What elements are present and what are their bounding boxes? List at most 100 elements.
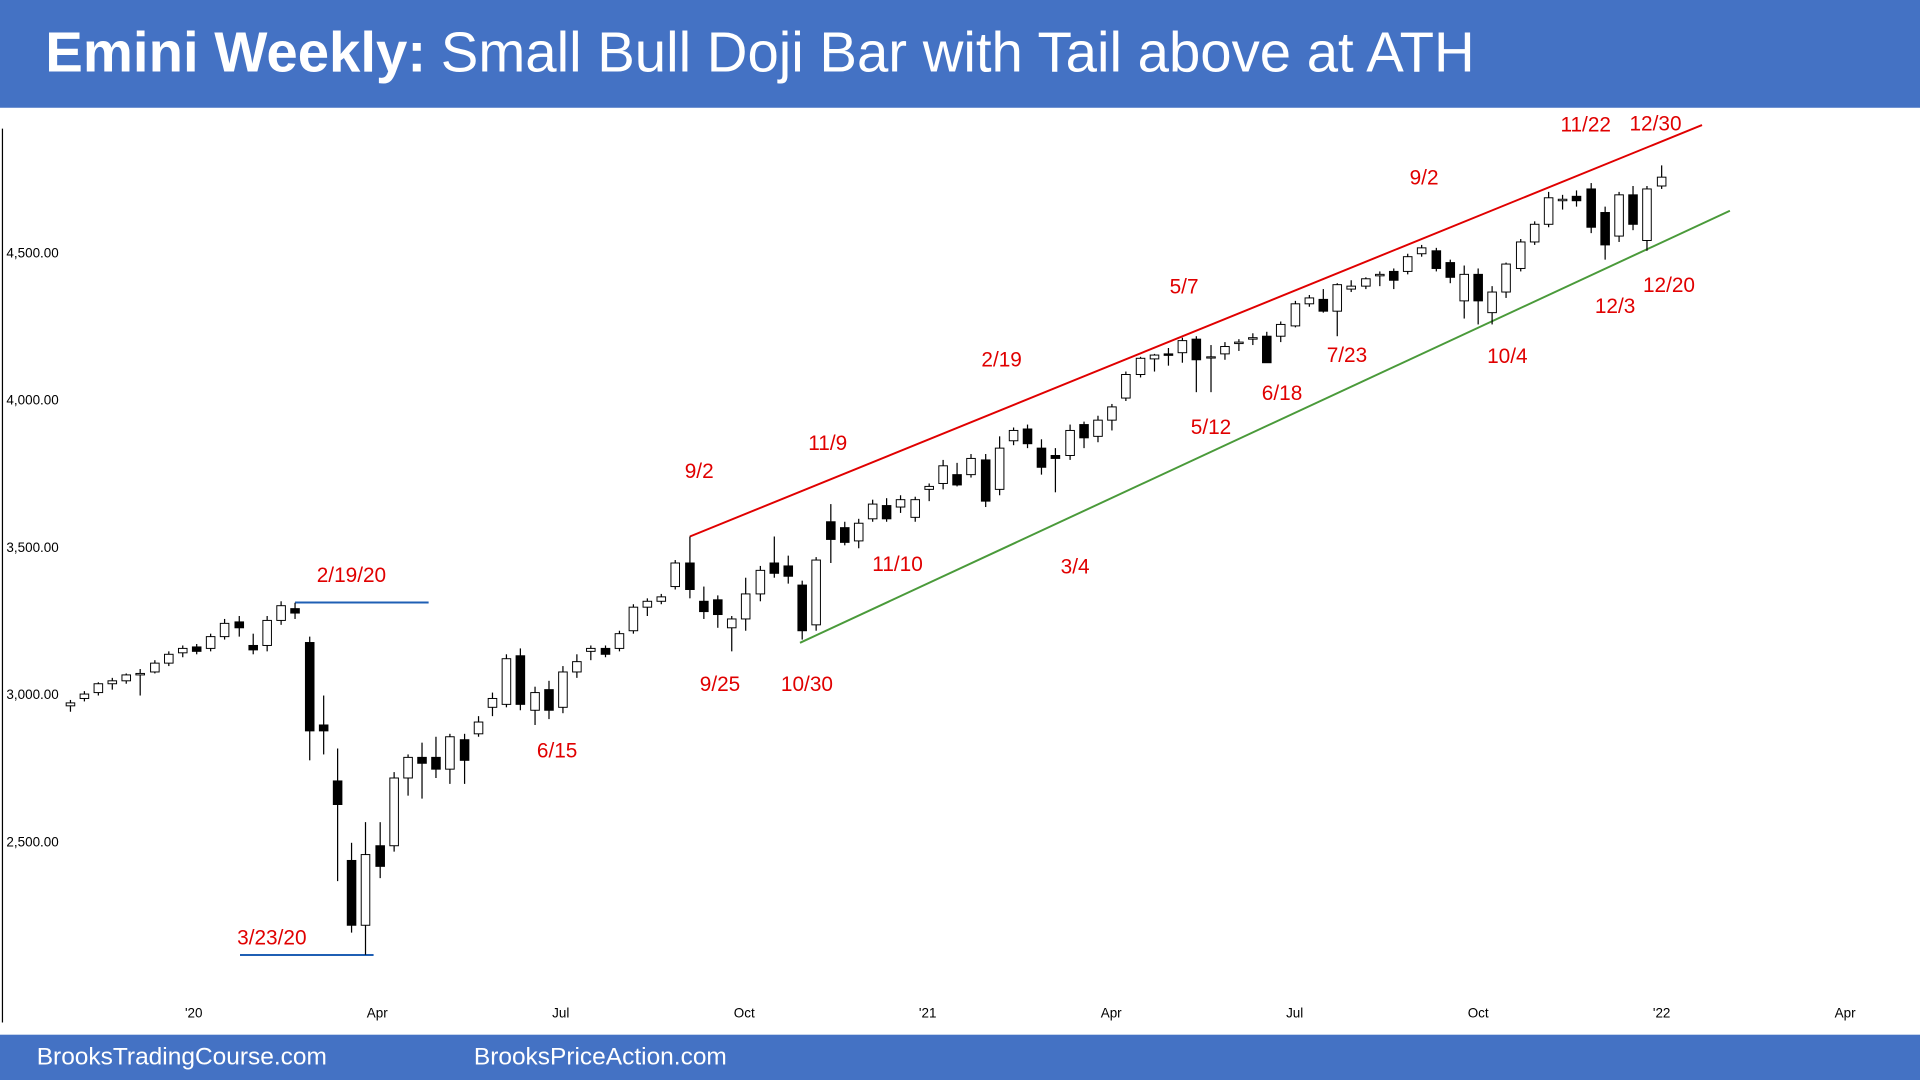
candle-body	[1275, 323, 1286, 337]
candle-body	[740, 593, 751, 620]
footer-bar	[0, 1034, 1920, 1080]
candle-body	[1628, 194, 1638, 225]
x-tick-label: '21	[919, 1005, 937, 1020]
candle-body	[1431, 250, 1442, 269]
candle-body	[530, 692, 540, 711]
x-tick-label: Jul	[1286, 1005, 1303, 1020]
candle-body	[1332, 284, 1343, 312]
x-tick-label: Oct	[1468, 1005, 1489, 1020]
candle-body	[713, 599, 723, 616]
annotation: 11/10	[872, 553, 922, 576]
candle-body	[1416, 247, 1427, 255]
annotation: 6/18	[1262, 382, 1302, 405]
candle-body	[895, 499, 906, 508]
candle-body	[839, 527, 850, 543]
candle-body	[304, 642, 315, 732]
candle-body	[1234, 341, 1244, 345]
title-bold: Emini Weekly:	[45, 20, 426, 83]
candle-body	[191, 646, 202, 652]
annotation: 10/4	[1487, 345, 1527, 368]
candle-body	[1543, 197, 1554, 225]
annotation: 6/15	[537, 739, 577, 762]
annotation: 9/2	[1410, 166, 1439, 189]
candle-body	[797, 584, 807, 632]
y-tick-label: 3,500.00	[6, 540, 58, 555]
candle-body	[1050, 455, 1061, 459]
candle-body	[135, 672, 145, 676]
candle-body	[755, 569, 766, 595]
candle-body	[473, 721, 484, 735]
candle-body	[248, 644, 258, 651]
candle-body	[1346, 285, 1356, 290]
candle-body	[853, 522, 864, 542]
annotation: 11/9	[808, 432, 847, 455]
candle-body	[1022, 428, 1033, 445]
candle-body	[487, 697, 498, 708]
candle-body	[938, 465, 948, 484]
candle-body	[1262, 335, 1272, 364]
candle-body	[1206, 356, 1216, 359]
candle-body	[107, 680, 118, 685]
footer-text: BrooksPriceAction.com	[474, 1043, 727, 1070]
candle-body	[375, 845, 385, 867]
candle-body	[431, 756, 441, 770]
candle-body	[346, 859, 357, 926]
candle-body	[1375, 273, 1385, 277]
candle-body	[826, 521, 836, 540]
candle-body	[1121, 374, 1131, 399]
candle-body	[1656, 176, 1667, 187]
candle-body	[1529, 223, 1540, 243]
candle-body	[1304, 297, 1315, 305]
candle-body	[318, 724, 329, 732]
candle-body	[1177, 340, 1188, 354]
candle-body	[966, 457, 976, 476]
candle-body	[290, 608, 300, 614]
candle-body	[1557, 198, 1568, 202]
candle-body	[1361, 278, 1371, 287]
candle-body	[219, 622, 230, 638]
candle-body	[1290, 303, 1301, 327]
candle-body	[65, 702, 76, 707]
candle-body	[1571, 195, 1582, 202]
x-tick-label: Apr	[1835, 1005, 1856, 1020]
candle-body	[1388, 270, 1399, 281]
candle-body	[445, 736, 455, 770]
candle-body	[1248, 337, 1258, 340]
candle-body	[881, 505, 892, 520]
trendline	[689, 124, 1703, 538]
candle-body	[121, 674, 132, 682]
annotation: 9/25	[700, 673, 740, 696]
candle-body	[1065, 429, 1075, 456]
candle-body	[1614, 194, 1624, 237]
candle-body	[501, 658, 512, 705]
annotation: 7/23	[1327, 344, 1367, 367]
candle-body	[1515, 241, 1526, 269]
x-tick-label: Apr	[367, 1005, 388, 1020]
candle-body	[586, 647, 596, 652]
annotation: 5/7	[1170, 275, 1199, 298]
candle-body	[572, 661, 582, 673]
candle-body	[1600, 212, 1610, 246]
candle-body	[1487, 291, 1497, 314]
candle-body	[783, 565, 794, 577]
annotation: 5/12	[1191, 416, 1231, 439]
candle-body	[93, 683, 104, 694]
annotation: 12/20	[1643, 274, 1695, 297]
x-tick-label: Jul	[552, 1005, 569, 1020]
candle-body	[1220, 346, 1230, 355]
candle-body	[1036, 447, 1047, 468]
candle-body	[276, 605, 286, 621]
candle-body	[1473, 273, 1483, 302]
annotation: 9/2	[685, 460, 714, 483]
candle-body	[558, 671, 568, 708]
candle-body	[164, 653, 174, 664]
candle-body	[234, 621, 245, 629]
footer-text: BrooksTradingCourse.com	[37, 1043, 327, 1070]
annotation: 2/19	[981, 349, 1021, 372]
candle-body	[642, 600, 653, 608]
candle-body	[417, 756, 427, 764]
candle-body	[79, 693, 90, 699]
candle-body	[1318, 298, 1329, 312]
candle-body	[670, 562, 681, 588]
